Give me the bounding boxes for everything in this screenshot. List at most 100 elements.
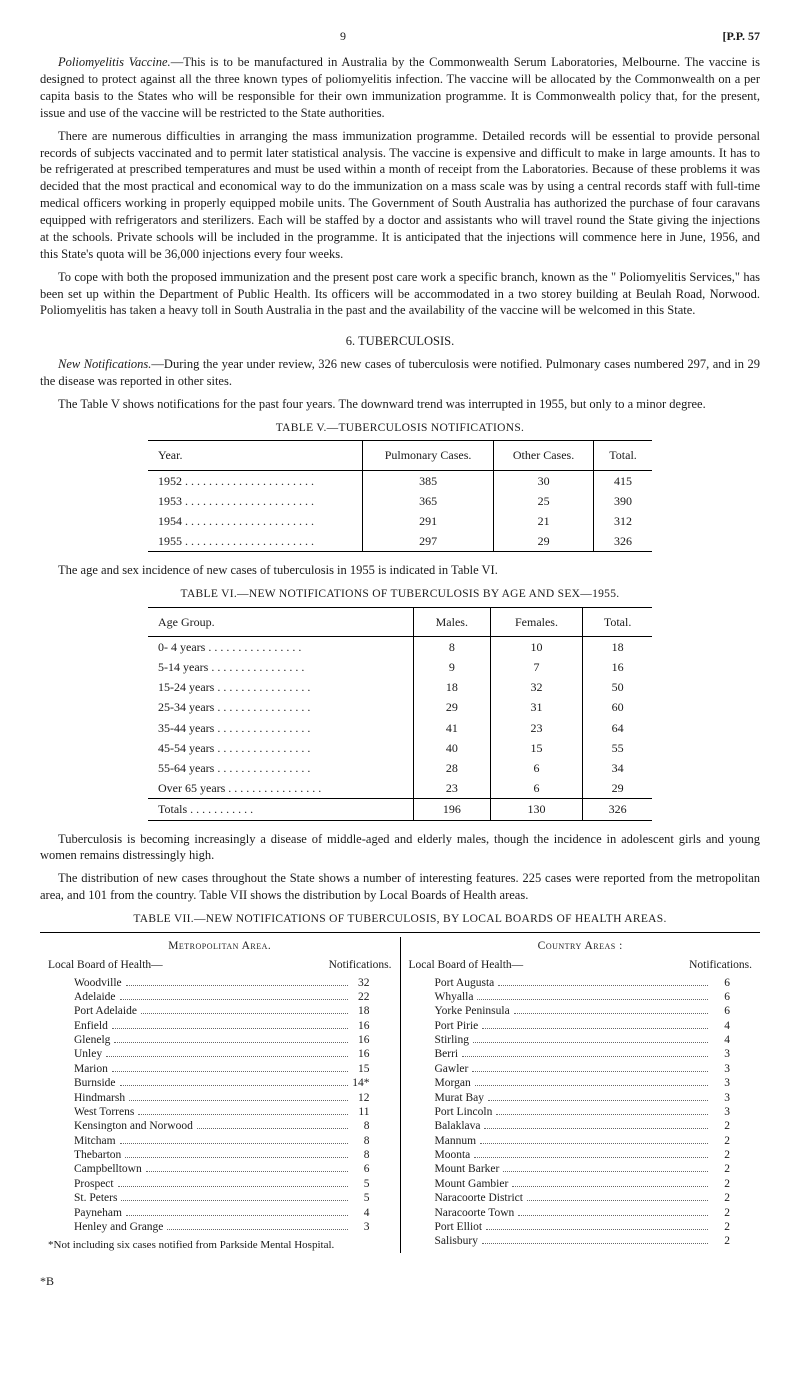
list-item: Unley16 [48, 1047, 392, 1061]
list-item: Mount Barker2 [409, 1162, 753, 1176]
metro-col-left: Local Board of Health— [48, 958, 163, 974]
table-vi-cell: 9 [413, 657, 490, 677]
table-vi-cell: 41 [413, 718, 490, 738]
list-value: 3 [712, 1105, 752, 1119]
list-item: Berri3 [409, 1047, 753, 1061]
list-item: Enfield16 [48, 1019, 392, 1033]
list-item: Morgan3 [409, 1076, 753, 1090]
table-v-cell: 415 [594, 470, 652, 491]
leader-dots [141, 1005, 348, 1014]
list-label: Campbelltown [48, 1162, 142, 1176]
list-value: 2 [712, 1177, 752, 1191]
list-value: 8 [352, 1134, 392, 1148]
page-header: 9 [P.P. 57 [40, 28, 760, 44]
table-vi-total-cell: 130 [490, 799, 582, 820]
list-item: Gawler3 [409, 1062, 753, 1076]
country-col-left: Local Board of Health— [409, 958, 524, 974]
list-value: 2 [712, 1206, 752, 1220]
list-item: Campbelltown 6 [48, 1162, 392, 1176]
list-label: Marion [48, 1062, 108, 1076]
table-vi-col: Age Group. [148, 607, 413, 636]
table-v-cell: 21 [494, 511, 594, 531]
list-label: Adelaide [48, 990, 116, 1004]
list-label: Prospect [48, 1177, 114, 1191]
table-vi-cell: 23 [490, 718, 582, 738]
table-v-cell: 1952 . . . . . . . . . . . . . . . . . .… [148, 470, 363, 491]
leader-dots [125, 1149, 347, 1158]
list-item: Mannum2 [409, 1134, 753, 1148]
list-item: Mount Gambier2 [409, 1177, 753, 1191]
metro-column: Metropolitan Area. Local Board of Health… [40, 937, 400, 1254]
list-value: 3 [712, 1091, 752, 1105]
table-vi-col: Total. [583, 607, 652, 636]
leader-dots [126, 1207, 348, 1216]
list-label: Henley and Grange [48, 1220, 163, 1234]
table-vi-cell: 15 [490, 738, 582, 758]
table-vii: Metropolitan Area. Local Board of Health… [40, 932, 760, 1254]
table-vi-cell: 34 [583, 758, 652, 778]
list-item: Whyalla6 [409, 990, 753, 1004]
list-value: 2 [712, 1148, 752, 1162]
table-vi-cell: 31 [490, 697, 582, 717]
list-item: Stirling4 [409, 1033, 753, 1047]
table-vi-cell: 45-54 years . . . . . . . . . . . . . . … [148, 738, 413, 758]
list-value: 16 [352, 1033, 392, 1047]
country-head: Country Areas : [409, 939, 753, 955]
footer-mark: *B [40, 1273, 760, 1289]
list-value: 2 [712, 1119, 752, 1133]
list-label: Hindmarsh [48, 1091, 125, 1105]
leader-dots [146, 1163, 348, 1172]
metro-list-head: Local Board of Health— Notifications. [48, 958, 392, 974]
list-value: 12 [352, 1091, 392, 1105]
list-label: Port Adelaide [48, 1004, 137, 1018]
table-v-cell: 385 [363, 470, 494, 491]
analysis-para-2: The distribution of new cases throughout… [40, 870, 760, 904]
list-item: Salisbury2 [409, 1234, 753, 1248]
metro-footnote: *Not including six cases notified from P… [48, 1238, 392, 1253]
table-vi-cell: 6 [490, 778, 582, 799]
leader-dots [518, 1207, 708, 1216]
list-item: Thebarton8 [48, 1148, 392, 1162]
list-value: 6 [712, 1004, 752, 1018]
leader-dots [488, 1092, 708, 1101]
table-vi-cell: Over 65 years . . . . . . . . . . . . . … [148, 778, 413, 799]
list-value: 6 [352, 1162, 392, 1176]
leader-dots [120, 1077, 348, 1086]
list-item: West Torrens11 [48, 1105, 392, 1119]
tb-heading: 6. TUBERCULOSIS. [40, 333, 760, 350]
list-value: 3 [712, 1076, 752, 1090]
list-item: Port Augusta6 [409, 976, 753, 990]
list-value: 3 [352, 1220, 392, 1234]
list-label: Whyalla [409, 990, 474, 1004]
list-item: Kensington and Norwood8 [48, 1119, 392, 1133]
list-value: 16 [352, 1047, 392, 1061]
list-label: Naracoorte Town [409, 1206, 515, 1220]
table-vi-col: Males. [413, 607, 490, 636]
country-list-head: Local Board of Health— Notifications. [409, 958, 753, 974]
leader-dots [496, 1106, 708, 1115]
metro-head: Metropolitan Area. [48, 939, 392, 955]
list-label: Kensington and Norwood [48, 1119, 193, 1133]
table-v-cell: 1954 . . . . . . . . . . . . . . . . . .… [148, 511, 363, 531]
list-value: 5 [352, 1177, 392, 1191]
leader-dots [126, 977, 348, 986]
table-vi-cell: 28 [413, 758, 490, 778]
table-vi-cell: 55 [583, 738, 652, 758]
table-vi-cell: 55-64 years . . . . . . . . . . . . . . … [148, 758, 413, 778]
table-vi-cell: 7 [490, 657, 582, 677]
table-v-col: Other Cases. [494, 441, 594, 470]
polio-para-2: There are numerous difficulties in arran… [40, 128, 760, 263]
list-value: 22 [352, 990, 392, 1004]
table-v-cell: 312 [594, 511, 652, 531]
table-vi-cell: 5-14 years . . . . . . . . . . . . . . .… [148, 657, 413, 677]
list-item: Hindmarsh 12 [48, 1091, 392, 1105]
leader-dots [475, 1077, 708, 1086]
list-label: Glenelg [48, 1033, 110, 1047]
table-vi-cell: 29 [413, 697, 490, 717]
metro-col-right: Notifications. [329, 958, 392, 974]
leader-dots [482, 1235, 708, 1244]
list-label: Mount Barker [409, 1162, 500, 1176]
list-item: Adelaide 22 [48, 990, 392, 1004]
leader-dots [118, 1178, 348, 1187]
leader-dots [486, 1221, 708, 1230]
